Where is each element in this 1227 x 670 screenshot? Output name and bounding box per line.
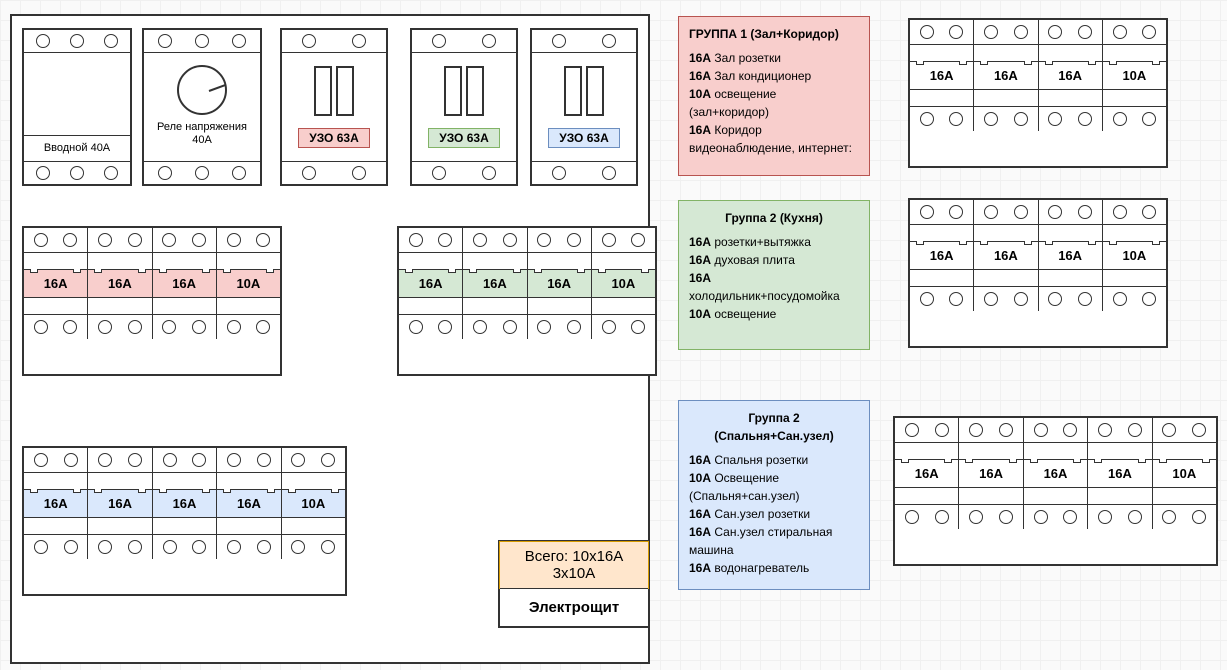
uzo-tag: УЗО 63А (298, 128, 370, 148)
info-box-line: 16А Спальня розетки (689, 451, 859, 469)
breaker-label: 10А (217, 270, 280, 297)
breaker-label: 10А (1153, 460, 1216, 487)
info-box-line: 10А Освещение (Спальня+сан.узел) (689, 469, 859, 505)
info-box-title: Группа 2 (Кухня) (689, 209, 859, 227)
device-label: Реле напряжения 40A (144, 119, 260, 149)
breaker-label: 16А (88, 270, 152, 297)
info-box-line: 16А Зал розетки (689, 49, 859, 67)
breaker-label: 16А (1039, 62, 1103, 89)
breaker-label: 16А (974, 62, 1038, 89)
breaker-strip-3: 16А16А16А10А (908, 18, 1168, 168)
info-box-line: 16А Сан.узел розетки (689, 505, 859, 523)
breaker-label: 16А (1024, 460, 1088, 487)
breaker-label: 16А (24, 270, 88, 297)
breaker-strip-4: 16А16А16А10А (908, 198, 1168, 348)
breaker-strip-1: 16А16А16А10А (397, 226, 657, 376)
breaker-label: 16А (153, 490, 217, 517)
device-uzo-2: УЗО 63А (280, 28, 388, 186)
breaker-label: 16А (463, 270, 527, 297)
breaker-label: 16А (974, 242, 1038, 269)
device-relay-1: Реле напряжения 40A (142, 28, 262, 186)
info-box-line: 16А Коридор видеонаблюдение, интернет: (689, 121, 859, 157)
breaker-label: 10А (1103, 242, 1166, 269)
info-box-title: ГРУППА 1 (Зал+Коридор) (689, 25, 859, 43)
summary-box: Всего: 10х16А3х10А Электрощит (498, 540, 650, 628)
info-box-line: 10А освещение (689, 305, 859, 323)
info-box-title: Группа 2 (Спальня+Сан.узел) (689, 409, 859, 445)
breaker-label: 16А (910, 242, 974, 269)
uzo-tag: УЗО 63А (548, 128, 620, 148)
device-label: Вводной 40A (24, 135, 130, 161)
info-box-line: 16А водонагреватель (689, 559, 859, 577)
summary-line: Всего: 10х16А (510, 548, 638, 565)
breaker-label: 16А (895, 460, 959, 487)
breaker-label: 16А (1088, 460, 1152, 487)
info-box-2: Группа 2 (Спальня+Сан.узел) 16А Спальня р… (678, 400, 870, 590)
device-main-0: Вводной 40A (22, 28, 132, 186)
breaker-label: 16А (153, 270, 217, 297)
info-box-line: 16А Зал кондиционер (689, 67, 859, 85)
info-box-1: Группа 2 (Кухня) 16А розетки+вытяжка16А д… (678, 200, 870, 350)
info-box-line: 16А духовая плита (689, 251, 859, 269)
breaker-label: 16А (910, 62, 974, 89)
summary-line: 3х10А (510, 565, 638, 582)
breaker-label: 16А (959, 460, 1023, 487)
breaker-label: 10А (1103, 62, 1166, 89)
summary-title: Электрощит (500, 588, 648, 626)
info-box-line: 16А холодильник+посудомойка (689, 269, 859, 305)
breaker-label: 16А (88, 490, 152, 517)
breaker-label: 16А (1039, 242, 1103, 269)
info-box-line: 10А освещение (зал+коридор) (689, 85, 859, 121)
breaker-label: 16А (24, 490, 88, 517)
breaker-strip-5: 16А16А16А16А10А (893, 416, 1218, 566)
breaker-strip-0: 16А16А16А10А (22, 226, 282, 376)
info-box-line: 16А розетки+вытяжка (689, 233, 859, 251)
breaker-label: 10А (592, 270, 655, 297)
device-uzo-4: УЗО 63А (530, 28, 638, 186)
breaker-label: 16А (217, 490, 281, 517)
breaker-strip-2: 16А16А16А16А10А (22, 446, 347, 596)
device-uzo-3: УЗО 63А (410, 28, 518, 186)
breaker-label: 10А (282, 490, 345, 517)
uzo-tag: УЗО 63А (428, 128, 500, 148)
info-box-0: ГРУППА 1 (Зал+Коридор)16А Зал розетки16А… (678, 16, 870, 176)
breaker-label: 16А (528, 270, 592, 297)
info-box-line: 16А Сан.узел стиральная машина (689, 523, 859, 559)
breaker-label: 16А (399, 270, 463, 297)
